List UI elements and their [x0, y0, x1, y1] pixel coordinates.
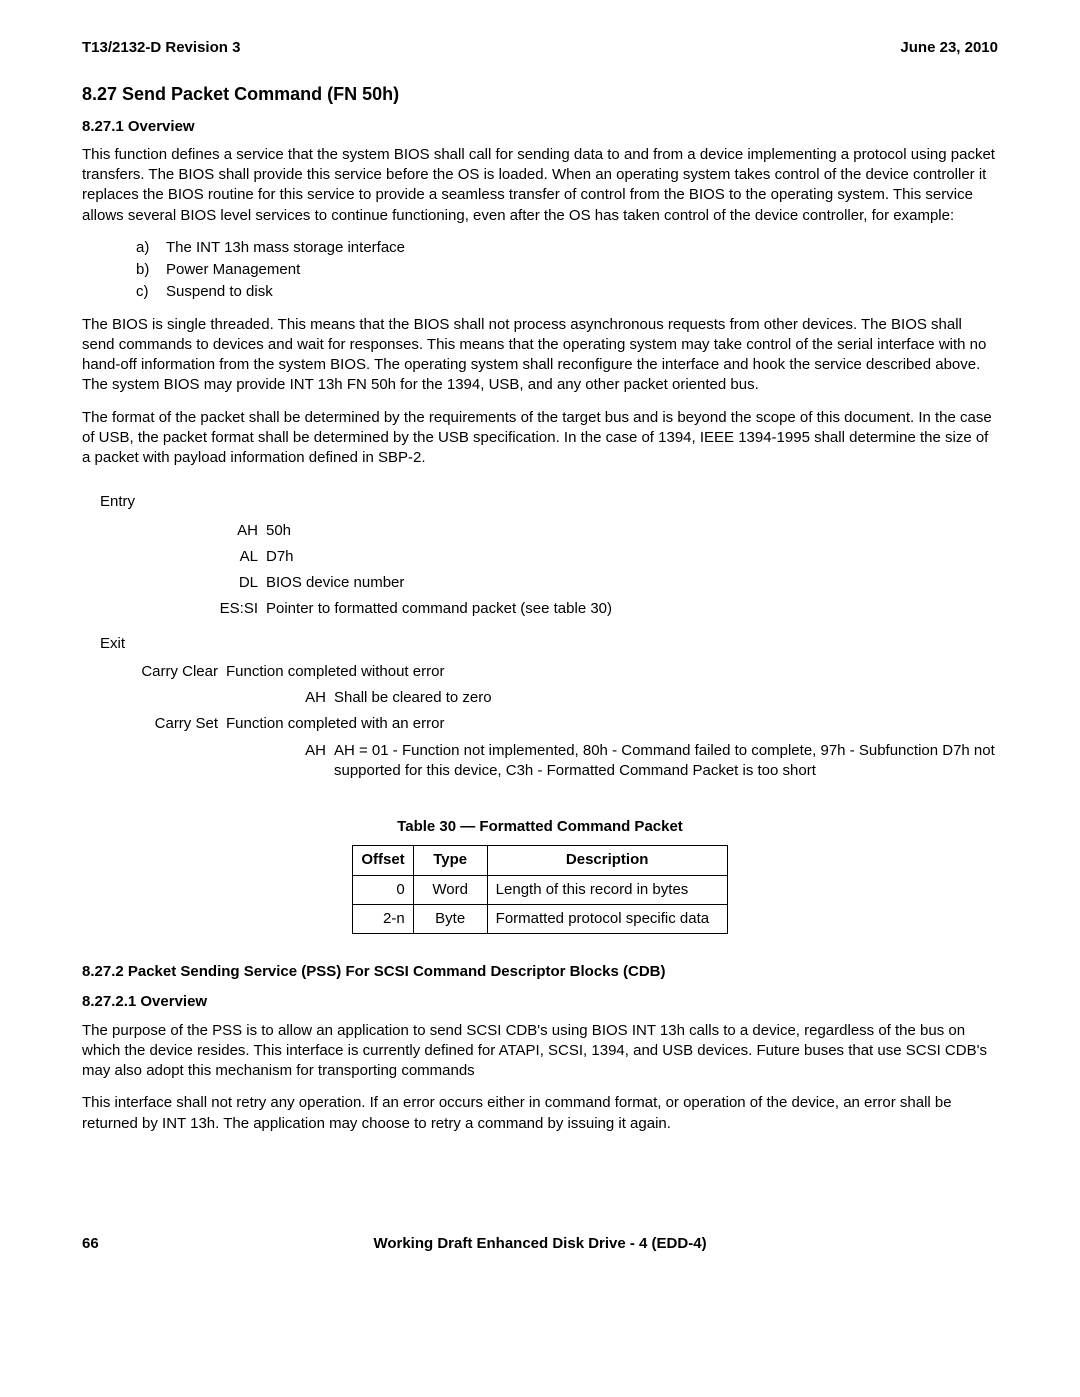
entry-label: Entry	[100, 492, 998, 512]
cs-ah-val: AH = 01 - Function not implemented, 80h …	[334, 741, 998, 782]
th-desc: Description	[487, 846, 727, 875]
packet-table: Offset Type Description 0 Word Length of…	[352, 845, 727, 934]
example-list: a) The INT 13h mass storage interface b)…	[136, 238, 998, 303]
th-offset: Offset	[353, 846, 413, 875]
reg-val: D7h	[266, 547, 998, 567]
overview-p1: This function defines a service that the…	[82, 145, 998, 226]
td-desc: Length of this record in bytes	[487, 875, 727, 904]
carry-clear-row: Carry Clear Function completed without e…	[100, 662, 998, 682]
entry-block: Entry AH 50h AL D7h DL BIOS device numbe…	[100, 492, 998, 619]
pss-p2: This interface shall not retry any opera…	[82, 1093, 998, 1134]
overview-title: 8.27.1 Overview	[82, 117, 998, 137]
exit-block: Exit Carry Clear Function completed with…	[100, 634, 998, 782]
td-offset: 0	[353, 875, 413, 904]
exit-label: Exit	[100, 634, 998, 654]
page-footer: 66 Working Draft Enhanced Disk Drive - 4…	[82, 1234, 998, 1254]
overview-p2: The BIOS is single threaded. This means …	[82, 315, 998, 396]
footer-title: Working Draft Enhanced Disk Drive - 4 (E…	[373, 1234, 706, 1254]
td-type: Byte	[413, 904, 487, 933]
table-row: 0 Word Length of this record in bytes	[353, 875, 727, 904]
th-type: Type	[413, 846, 487, 875]
list-item: c) Suspend to disk	[136, 282, 998, 302]
entry-row: AL D7h	[100, 547, 998, 567]
entry-row: ES:SI Pointer to formatted command packe…	[100, 599, 998, 619]
reg-name: AH	[100, 521, 266, 541]
carry-set-label: Carry Set	[100, 714, 226, 734]
td-offset: 2-n	[353, 904, 413, 933]
entry-row: AH 50h	[100, 521, 998, 541]
carry-clear-val: Function completed without error	[226, 662, 998, 682]
carry-set-row: Carry Set Function completed with an err…	[100, 714, 998, 734]
cs-ah-label: AH	[100, 741, 334, 782]
reg-val: Pointer to formatted command packet (see…	[266, 599, 998, 619]
pss-p1: The purpose of the PSS is to allow an ap…	[82, 1021, 998, 1082]
list-marker: b)	[136, 260, 166, 280]
cs-ah-row: AH AH = 01 - Function not implemented, 8…	[100, 741, 998, 782]
pss-overview-title: 8.27.2.1 Overview	[82, 992, 998, 1012]
reg-name: AL	[100, 547, 266, 567]
td-desc: Formatted protocol specific data	[487, 904, 727, 933]
footer-spacer	[994, 1234, 998, 1254]
cc-ah-label: AH	[100, 688, 334, 708]
list-marker: a)	[136, 238, 166, 258]
list-item: a) The INT 13h mass storage interface	[136, 238, 998, 258]
cc-ah-row: AH Shall be cleared to zero	[100, 688, 998, 708]
list-item: b) Power Management	[136, 260, 998, 280]
list-text: The INT 13h mass storage interface	[166, 238, 405, 258]
list-marker: c)	[136, 282, 166, 302]
list-text: Suspend to disk	[166, 282, 273, 302]
carry-clear-label: Carry Clear	[100, 662, 226, 682]
header-right: June 23, 2010	[900, 38, 998, 58]
section-title: 8.27 Send Packet Command (FN 50h)	[82, 82, 998, 106]
overview-p3: The format of the packet shall be determ…	[82, 408, 998, 469]
list-text: Power Management	[166, 260, 300, 280]
cc-ah-val: Shall be cleared to zero	[334, 688, 998, 708]
entry-row: DL BIOS device number	[100, 573, 998, 593]
pss-title: 8.27.2 Packet Sending Service (PSS) For …	[82, 962, 998, 982]
reg-val: BIOS device number	[266, 573, 998, 593]
page-number: 66	[82, 1234, 99, 1254]
header-left: T13/2132-D Revision 3	[82, 38, 240, 58]
reg-name: DL	[100, 573, 266, 593]
reg-name: ES:SI	[100, 599, 266, 619]
table-row: 2-n Byte Formatted protocol specific dat…	[353, 904, 727, 933]
table-caption: Table 30 — Formatted Command Packet	[82, 817, 998, 837]
page-header: T13/2132-D Revision 3 June 23, 2010	[82, 38, 998, 58]
reg-val: 50h	[266, 521, 998, 541]
td-type: Word	[413, 875, 487, 904]
carry-set-val: Function completed with an error	[226, 714, 998, 734]
